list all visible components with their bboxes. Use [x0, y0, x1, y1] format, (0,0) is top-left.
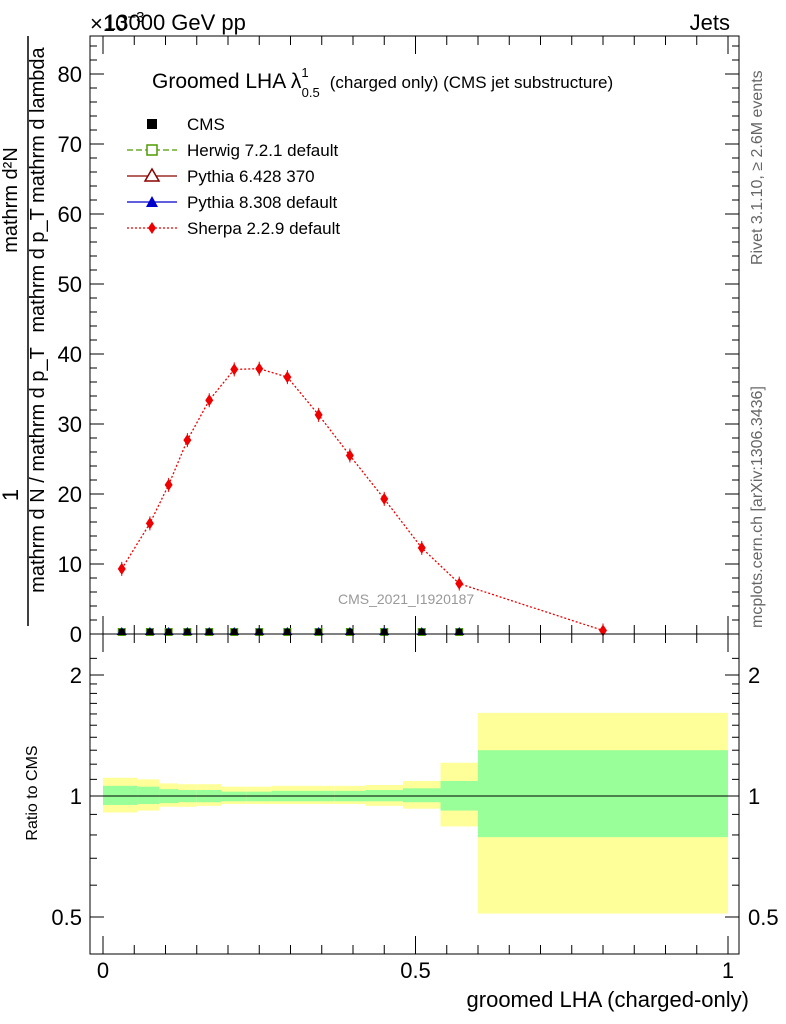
legend-marker [148, 222, 156, 234]
x-tick-label: 0.5 [400, 958, 431, 983]
legend-marker [147, 119, 157, 129]
zero-marker-cms [146, 629, 153, 635]
zero-marker-cms [456, 629, 463, 635]
ratio-bands [90, 712, 739, 914]
zero-marker-cms [165, 629, 172, 635]
sherpa-point [164, 478, 173, 491]
ratio-stat-band [103, 785, 138, 805]
zero-marker-cms [381, 629, 388, 635]
x-axis: 0 0.5 1 [97, 958, 734, 983]
ratio-y-tick-label: 1 [70, 784, 82, 809]
sherpa-point [145, 517, 154, 530]
y-tick-label: 70 [58, 132, 82, 157]
x-axis-label: groomed LHA (charged-only) [467, 987, 749, 1012]
ratio-y-tick-label: 2 [70, 663, 82, 688]
sherpa-point [230, 363, 239, 376]
legend-marker [143, 167, 161, 182]
zero-marker-cms [118, 629, 125, 635]
y-tick-label: 10 [58, 552, 82, 577]
zero-marker-cms [418, 629, 425, 635]
sherpa-point [183, 434, 192, 447]
y-tick-label: 30 [58, 412, 82, 437]
svg-text:Groomed LHA λ10.5(charged only: Groomed LHA λ1 0.5(charged only) (CMS jet… [152, 65, 613, 100]
y-tick-label: 50 [58, 272, 82, 297]
ratio-y-tick-label: 0.5 [51, 905, 82, 930]
x-tick-label: 0 [97, 958, 109, 983]
sherpa-point [380, 492, 389, 505]
y-axis-right-top: mathrm d²N [0, 147, 22, 253]
zero-marker-cms [284, 629, 291, 635]
ratio-stat-band [137, 786, 160, 805]
y-axis-numerator: 1 [0, 489, 23, 501]
sherpa-point [117, 562, 126, 575]
ratio-stat-band [246, 791, 272, 802]
ratio-axes: 0.5 0.5 1 1 2 2 [51, 634, 779, 954]
legend-marker [146, 144, 158, 156]
zero-marker-cms [184, 629, 191, 635]
legend: CMS Herwig 7.2.1 default Pythia 6.428 370 P… [127, 115, 340, 238]
exponent-label: ×10−3 [90, 9, 144, 36]
plot-title: Groomed LHA λ1 0.5(charged only) (CMS jet… [152, 65, 613, 100]
legend-marker [146, 196, 158, 207]
y-axis-right-bottom: mathrm d p_T mathrm d lambda [27, 46, 49, 332]
x-tick-label: 1 [722, 958, 734, 983]
main-axes: 0 10 20 30 40 50 60 70 80 [58, 36, 739, 647]
sherpa-point [283, 371, 292, 384]
legend-label: Herwig 7.2.1 default [187, 141, 338, 160]
sherpa-point [417, 541, 426, 554]
sherpa-line [121, 368, 604, 632]
y-axis-denominator: mathrm d N / mathrm d p_T [27, 347, 49, 593]
y-tick-label: 20 [58, 482, 82, 507]
mcplots-label: mcplots.cern.ch [arXiv:1306.3436] [749, 386, 766, 628]
zero-marker-cms [256, 629, 263, 635]
header-energy: 13000 GeV pp [104, 10, 246, 35]
y-tick-label: 60 [58, 202, 82, 227]
legend-label: Sherpa 2.2.9 default [187, 219, 340, 238]
series-layer [116, 361, 607, 638]
legend-label: CMS [187, 115, 225, 134]
zero-marker-cms [346, 629, 353, 635]
y-tick-label: 80 [58, 62, 82, 87]
y-tick-label: 40 [58, 342, 82, 367]
zero-marker-cms [315, 629, 322, 635]
ratio-y-tick-label-right: 0.5 [748, 905, 779, 930]
zero-marker-cms [231, 629, 238, 635]
y-axis-label: 1 mathrm d N / mathrm d p_T mathrm d²N m… [0, 36, 49, 626]
legend-label: Pythia 6.428 370 [187, 167, 315, 186]
legend-label: Pythia 8.308 default [187, 193, 338, 212]
watermark: CMS_2021_I1920187 [338, 591, 474, 607]
rivet-label: Rivet 3.1.10, ≥ 2.6M events [749, 70, 766, 265]
ratio-plot-frame [89, 633, 740, 955]
ratio-stat-band [221, 791, 247, 802]
sherpa-point [255, 362, 264, 375]
sherpa-point [345, 449, 354, 462]
sherpa-point [205, 394, 214, 407]
zero-marker-cms [206, 629, 213, 635]
header-jets: Jets [690, 10, 730, 35]
ratio-y-tick-label-right: 2 [748, 663, 760, 688]
sherpa-point [455, 577, 464, 590]
sherpa-point [314, 408, 323, 421]
ratio-stat-band [478, 750, 728, 838]
ratio-y-tick-label-right: 1 [748, 784, 760, 809]
ratio-axis-label: Ratio to CMS [24, 745, 41, 840]
y-tick-label: 0 [70, 622, 82, 647]
ratio-stat-band [403, 788, 441, 803]
